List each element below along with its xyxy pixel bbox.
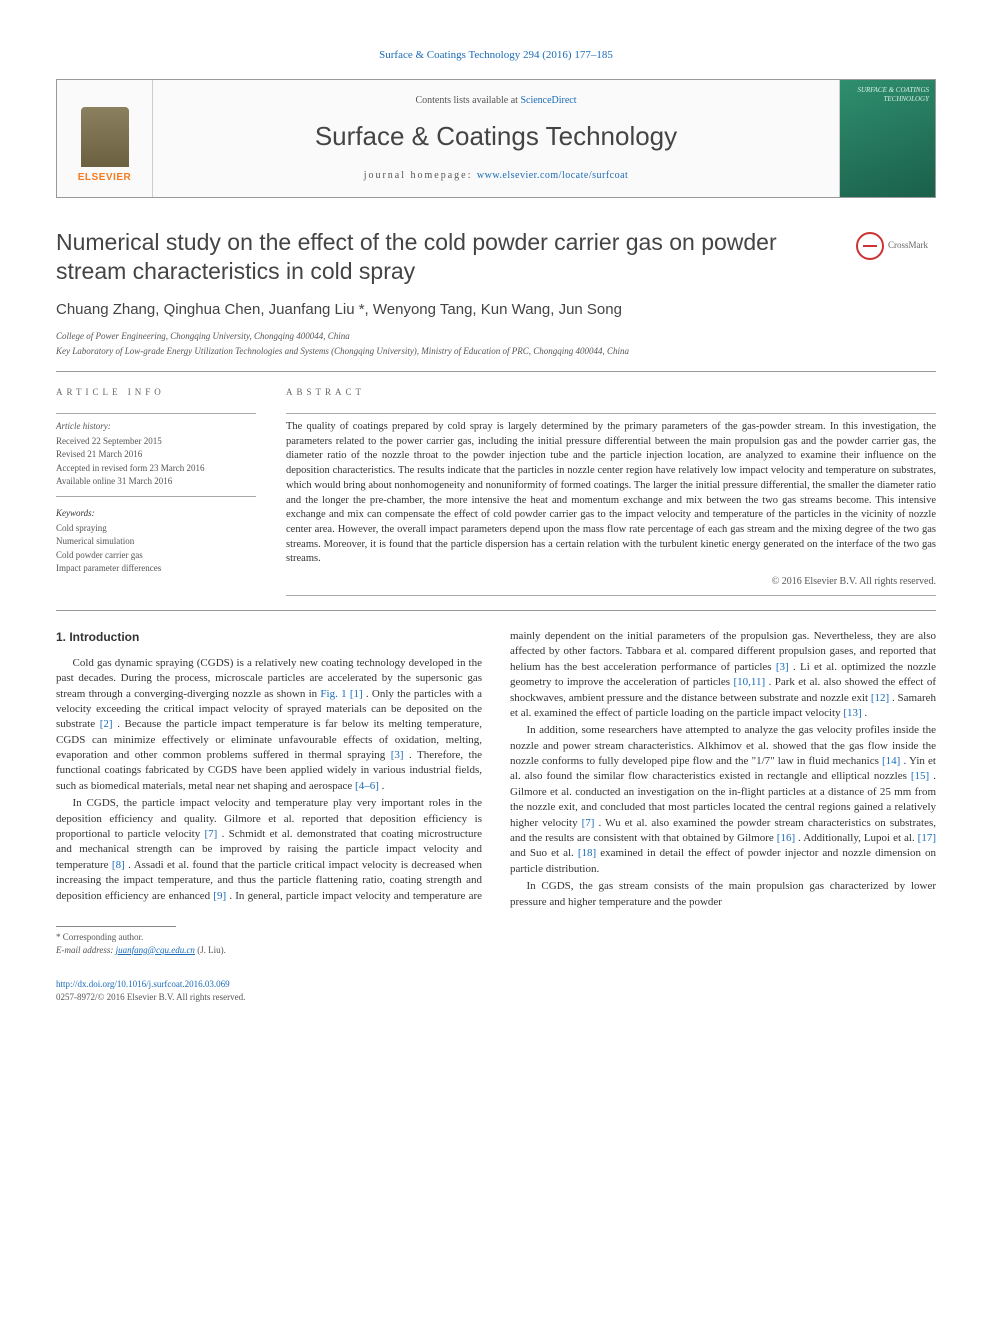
- affiliation-1: College of Power Engineering, Chongqing …: [56, 330, 936, 343]
- email-link[interactable]: juanfang@cqu.edu.cn: [116, 945, 195, 955]
- citation-link[interactable]: [2]: [100, 718, 113, 730]
- corresponding-author: * Corresponding author.: [56, 931, 936, 944]
- keywords-head: Keywords:: [56, 507, 256, 520]
- citation-link[interactable]: [18]: [578, 847, 596, 859]
- crossmark-badge[interactable]: CrossMark: [856, 232, 936, 260]
- contents-prefix: Contents lists available at: [415, 95, 520, 106]
- body-columns: 1. Introduction Cold gas dynamic sprayin…: [56, 629, 936, 910]
- divider: [286, 595, 936, 596]
- citation-link[interactable]: [8]: [112, 859, 125, 871]
- running-head: Surface & Coatings Technology 294 (2016)…: [56, 48, 936, 63]
- keyword: Cold powder carrier gas: [56, 549, 256, 562]
- citation-link[interactable]: [17]: [918, 832, 936, 844]
- doi-link[interactable]: http://dx.doi.org/10.1016/j.surfcoat.201…: [56, 979, 230, 989]
- keyword: Numerical simulation: [56, 535, 256, 548]
- footnote-rule: [56, 926, 176, 927]
- keyword: Impact parameter differences: [56, 562, 256, 575]
- divider: [56, 496, 256, 497]
- citation-link[interactable]: [7]: [205, 828, 218, 840]
- figure-ref[interactable]: Fig. 1 [1]: [320, 688, 362, 700]
- author-list: Chuang Zhang, Qinghua Chen, Juanfang Liu…: [56, 299, 936, 320]
- divider: [286, 413, 936, 414]
- citation-link[interactable]: [15]: [911, 770, 929, 782]
- citation-link[interactable]: [3]: [391, 749, 404, 761]
- citation-link[interactable]: [13]: [843, 707, 861, 719]
- journal-title: Surface & Coatings Technology: [165, 118, 827, 154]
- abstract-label: abstract: [286, 386, 936, 399]
- article-title: Numerical study on the effect of the col…: [56, 228, 844, 286]
- history-head: Article history:: [56, 420, 256, 433]
- divider: [56, 371, 936, 372]
- article-info-label: article info: [56, 386, 256, 399]
- cover-thumb-label: SURFACE & COATINGS TECHNOLOGY: [846, 86, 929, 103]
- body-text: .: [382, 780, 385, 792]
- keyword: Cold spraying: [56, 522, 256, 535]
- history-line: Received 22 September 2015: [56, 435, 256, 448]
- abstract-text: The quality of coatings prepared by cold…: [286, 420, 936, 567]
- journal-header: ELSEVIER Contents lists available at Sci…: [56, 79, 936, 197]
- divider: [56, 413, 256, 414]
- body-text: In CGDS, the gas stream consists of the …: [510, 880, 936, 907]
- body-text: .: [864, 707, 867, 719]
- citation-link[interactable]: [9]: [213, 890, 226, 902]
- body-paragraph: In addition, some researchers have attem…: [510, 723, 936, 877]
- history-line: Revised 21 March 2016: [56, 448, 256, 461]
- history-line: Accepted in revised form 23 March 2016: [56, 462, 256, 475]
- email-who: (J. Liu).: [197, 945, 226, 955]
- journal-cover-thumb: SURFACE & COATINGS TECHNOLOGY: [839, 80, 935, 196]
- citation-link[interactable]: [12]: [871, 692, 889, 704]
- body-text: . Additionally, Lupoi et al.: [798, 832, 918, 844]
- homepage-prefix: journal homepage:: [364, 170, 477, 181]
- corresponding-email-line: E-mail address: juanfang@cqu.edu.cn (J. …: [56, 944, 936, 957]
- history-line: Available online 31 March 2016: [56, 475, 256, 488]
- issn-copyright: 0257-8972/© 2016 Elsevier B.V. All right…: [56, 992, 245, 1002]
- crossmark-label: CrossMark: [888, 239, 928, 252]
- citation-link[interactable]: [7]: [582, 817, 595, 829]
- citation-link[interactable]: [14]: [882, 755, 900, 767]
- affiliation-2: Key Laboratory of Low-grade Energy Utili…: [56, 345, 936, 358]
- homepage-line: journal homepage: www.elsevier.com/locat…: [165, 169, 827, 183]
- elsevier-tree-icon: [81, 107, 129, 167]
- citation-link[interactable]: [3]: [776, 661, 789, 673]
- publisher-name: ELSEVIER: [78, 171, 131, 185]
- citation-link[interactable]: [16]: [777, 832, 795, 844]
- homepage-link[interactable]: www.elsevier.com/locate/surfcoat: [477, 170, 628, 181]
- abstract-copyright: © 2016 Elsevier B.V. All rights reserved…: [286, 575, 936, 589]
- citation-link[interactable]: [4–6]: [355, 780, 379, 792]
- crossmark-icon: [856, 232, 884, 260]
- body-text: and Suo et al.: [510, 847, 578, 859]
- divider: [56, 610, 936, 611]
- email-label: E-mail address:: [56, 945, 116, 955]
- body-paragraph: Cold gas dynamic spraying (CGDS) is a re…: [56, 656, 482, 795]
- citation-link[interactable]: [10,11]: [733, 676, 765, 688]
- doi-block: http://dx.doi.org/10.1016/j.surfcoat.201…: [56, 978, 936, 1003]
- body-text: In addition, some researchers have attem…: [510, 724, 936, 767]
- section-heading: 1. Introduction: [56, 629, 482, 646]
- contents-line: Contents lists available at ScienceDirec…: [165, 94, 827, 108]
- body-paragraph: In CGDS, the gas stream consists of the …: [510, 879, 936, 910]
- publisher-logo: ELSEVIER: [57, 80, 153, 196]
- sciencedirect-link[interactable]: ScienceDirect: [520, 95, 576, 106]
